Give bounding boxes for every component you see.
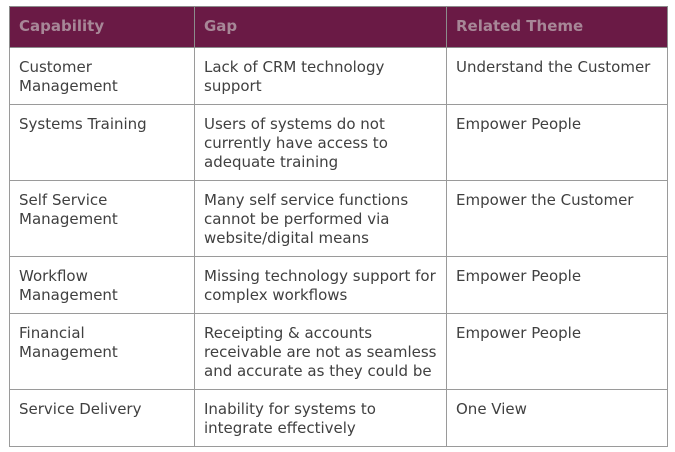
table-row: Service Delivery Inability for systems t… <box>9 389 668 447</box>
cell-gap: Inability for systems to integrate effec… <box>194 389 447 447</box>
capability-gap-table: Capability Gap Related Theme Customer Ma… <box>9 6 668 447</box>
cell-theme: Empower the Customer <box>446 180 668 257</box>
cell-theme: One View <box>446 389 668 447</box>
cell-gap: Many self service functions cannot be pe… <box>194 180 447 257</box>
cell-capability: Service Delivery <box>9 389 195 447</box>
column-header-related-theme: Related Theme <box>446 6 668 48</box>
table-header-row: Capability Gap Related Theme <box>9 6 668 48</box>
table-row: Workflow Management Missing technology s… <box>9 256 668 314</box>
cell-capability: Workflow Management <box>9 256 195 314</box>
cell-gap: Receipting & accounts receivable are not… <box>194 313 447 390</box>
table-row: Systems Training Users of systems do not… <box>9 104 668 181</box>
cell-theme: Understand the Customer <box>446 47 668 105</box>
cell-capability: Customer Management <box>9 47 195 105</box>
cell-gap: Lack of CRM technology support <box>194 47 447 105</box>
cell-theme: Empower People <box>446 313 668 390</box>
cell-capability: Systems Training <box>9 104 195 181</box>
cell-gap: Users of systems do not currently have a… <box>194 104 447 181</box>
table-row: Financial Management Receipting & accoun… <box>9 313 668 390</box>
cell-capability: Self Service Management <box>9 180 195 257</box>
column-header-gap: Gap <box>194 6 447 48</box>
cell-theme: Empower People <box>446 256 668 314</box>
table-row: Customer Management Lack of CRM technolo… <box>9 47 668 105</box>
cell-capability: Financial Management <box>9 313 195 390</box>
column-header-capability: Capability <box>9 6 195 48</box>
capability-gap-table-container: Capability Gap Related Theme Customer Ma… <box>9 6 668 447</box>
cell-theme: Empower People <box>446 104 668 181</box>
cell-gap: Missing technology support for complex w… <box>194 256 447 314</box>
table-row: Self Service Management Many self servic… <box>9 180 668 257</box>
